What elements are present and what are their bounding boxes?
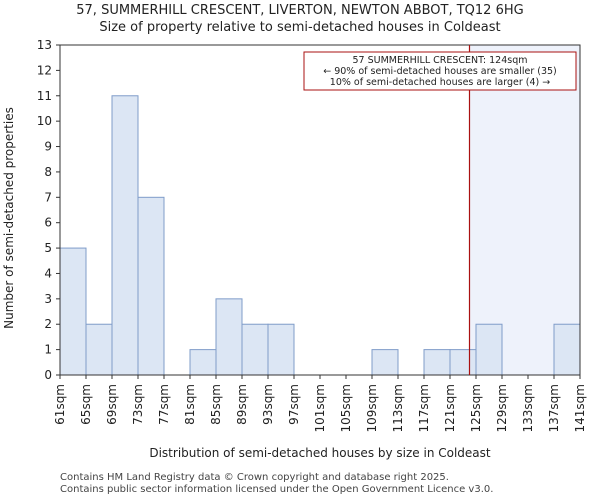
footer-licence: Contains public sector information licen… <box>60 484 494 495</box>
x-tick-label: 117sqm <box>417 384 431 432</box>
annotation-larger: 10% of semi-detached houses are larger (… <box>330 77 550 88</box>
histogram-bar <box>475 323 503 376</box>
x-tick-label: 77sqm <box>157 384 171 425</box>
x-tick-label: 133sqm <box>521 384 535 432</box>
histogram-bar <box>59 247 87 376</box>
x-tick-label: 97sqm <box>287 384 301 425</box>
x-tick-label: 81sqm <box>183 384 197 425</box>
histogram-bar <box>111 95 139 376</box>
y-tick-label: 12 <box>37 63 52 77</box>
x-tick-label: 101sqm <box>313 384 327 432</box>
x-tick-label: 137sqm <box>547 384 561 432</box>
x-tick-label: 121sqm <box>443 384 457 432</box>
x-tick-label: 109sqm <box>365 384 379 432</box>
x-tick-label: 105sqm <box>339 384 353 432</box>
x-axis-label: Distribution of semi-detached houses by … <box>149 446 491 460</box>
chart-title: 57, SUMMERHILL CRESCENT, LIVERTON, NEWTO… <box>76 3 524 18</box>
x-tick-label: 89sqm <box>235 384 249 425</box>
annotation-title: 57 SUMMERHILL CRESCENT: 124sqm <box>353 55 528 66</box>
highlight-region <box>469 45 580 375</box>
histogram-bar <box>189 349 217 376</box>
y-tick-label: 8 <box>44 165 52 179</box>
y-axis-label: Number of semi-detached properties <box>2 107 16 329</box>
annotation-box <box>303 51 577 91</box>
x-tick-label: 129sqm <box>495 384 509 432</box>
y-tick-label: 6 <box>44 216 52 230</box>
histogram-bar <box>215 298 243 376</box>
x-tick-label: 113sqm <box>391 384 405 432</box>
footer-copyright: Contains HM Land Registry data © Crown c… <box>60 472 449 483</box>
x-tick-label: 61sqm <box>53 384 67 425</box>
x-tick-label: 85sqm <box>209 384 223 425</box>
y-tick-label: 3 <box>44 292 52 306</box>
y-tick-label: 9 <box>44 140 52 154</box>
histogram-bar <box>371 349 399 376</box>
y-tick-label: 2 <box>44 317 52 331</box>
histogram-bar <box>137 196 165 376</box>
histogram-bar <box>449 349 477 376</box>
annotation-smaller: ← 90% of semi-detached houses are smalle… <box>323 66 557 77</box>
histogram-bar <box>267 323 295 376</box>
y-tick-label: 11 <box>37 89 52 103</box>
y-tick-label: 7 <box>44 190 52 204</box>
histogram-bar <box>423 349 451 376</box>
y-tick-label: 5 <box>44 241 52 255</box>
x-tick-label: 141sqm <box>573 384 587 432</box>
y-tick-label: 1 <box>44 343 52 357</box>
x-tick-label: 93sqm <box>261 384 275 425</box>
y-tick-label: 4 <box>44 266 52 280</box>
x-tick-label: 65sqm <box>79 384 93 425</box>
histogram-bar <box>241 323 269 376</box>
chart-subtitle: Size of property relative to semi-detach… <box>99 20 501 35</box>
x-tick-label: 69sqm <box>105 384 119 425</box>
y-tick-label: 13 <box>37 38 52 52</box>
y-tick-label: 10 <box>37 114 52 128</box>
x-tick-label: 125sqm <box>469 384 483 432</box>
y-tick-label: 0 <box>44 368 52 382</box>
histogram-bar <box>85 323 113 376</box>
x-tick-label: 73sqm <box>131 384 145 425</box>
histogram-bar <box>553 323 581 376</box>
